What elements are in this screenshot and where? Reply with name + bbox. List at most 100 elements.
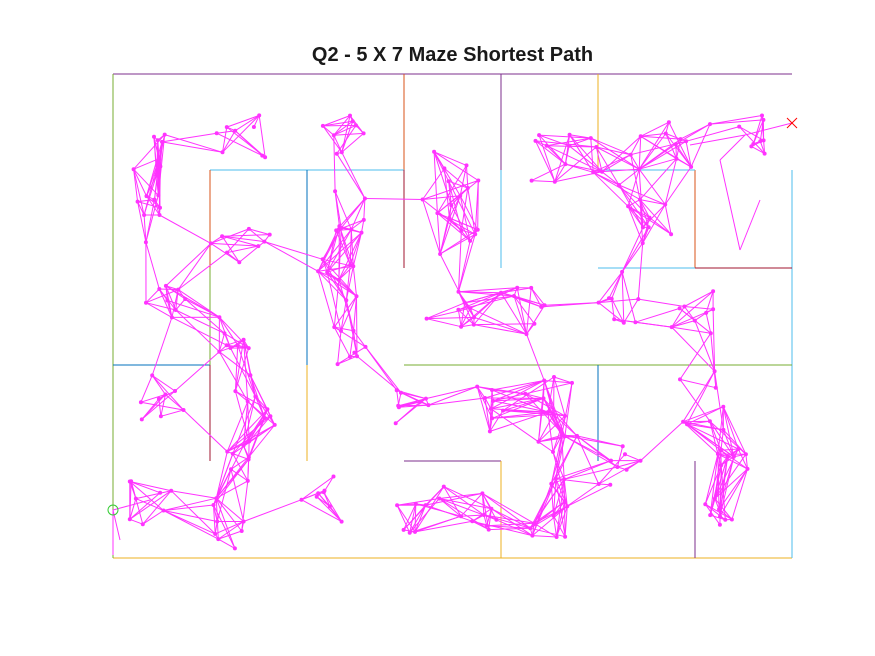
roadmap-node	[262, 239, 267, 244]
roadmap-node	[224, 343, 229, 348]
roadmap-edge	[759, 141, 766, 154]
roadmap-edge	[640, 135, 681, 140]
roadmap-edge	[226, 252, 240, 263]
roadmap-node	[135, 199, 140, 204]
roadmap-edge	[601, 171, 620, 186]
roadmap-node	[588, 136, 593, 141]
roadmap-node	[570, 380, 574, 385]
roadmap-edge	[569, 134, 591, 139]
roadmap-edge	[714, 371, 724, 430]
roadmap-edge	[627, 169, 640, 207]
roadmap-edge	[316, 496, 342, 522]
roadmap-node	[524, 332, 529, 337]
roadmap-edge	[489, 411, 549, 432]
roadmap-node	[472, 315, 477, 320]
roadmap-node	[393, 421, 398, 426]
roadmap-edge	[438, 498, 462, 517]
roadmap-edge	[164, 134, 223, 153]
roadmap-edge	[230, 456, 250, 470]
roadmap-edge	[627, 206, 644, 244]
roadmap-edge	[428, 397, 486, 406]
roadmap-edge	[555, 436, 566, 479]
roadmap-edge	[490, 397, 544, 410]
roadmap-node	[220, 150, 225, 155]
roadmap-node	[666, 120, 671, 125]
roadmap-node	[737, 124, 742, 129]
roadmap-edge	[218, 333, 225, 352]
roadmap-node	[156, 396, 161, 401]
roadmap-edge	[553, 376, 566, 417]
roadmap-edge	[444, 168, 469, 189]
roadmap-node	[488, 406, 493, 411]
roadmap-edge	[598, 302, 625, 324]
roadmap-node	[432, 149, 437, 154]
roadmap-edge	[513, 295, 542, 308]
roadmap-edge	[158, 288, 168, 301]
roadmap-edge	[720, 448, 739, 466]
roadmap-edge	[133, 158, 160, 170]
roadmap-node	[214, 496, 219, 501]
roadmap-edge	[353, 296, 357, 331]
roadmap-node	[333, 189, 338, 194]
roadmap-edge	[213, 504, 216, 534]
roadmap-edge	[218, 351, 251, 376]
roadmap-edge	[611, 298, 625, 323]
roadmap-edge	[458, 234, 476, 292]
roadmap-node	[761, 138, 766, 143]
roadmap-edge	[553, 515, 558, 538]
roadmap-edge	[183, 409, 228, 452]
roadmap-node	[332, 325, 337, 330]
roadmap-edge	[403, 503, 417, 531]
roadmap-edge	[154, 141, 163, 200]
roadmap-edge	[722, 429, 735, 457]
roadmap-edge	[532, 535, 557, 538]
roadmap-edge	[576, 435, 623, 447]
roadmap-edge	[488, 527, 531, 531]
roadmap-node	[352, 350, 357, 355]
roadmap-edge	[322, 258, 357, 297]
roadmap-edge	[627, 206, 644, 228]
roadmap-node	[607, 296, 611, 301]
roadmap-node	[562, 499, 567, 504]
roadmap-edge	[561, 435, 565, 480]
roadmap-edge	[671, 326, 715, 372]
roadmap-edge	[685, 141, 692, 167]
roadmap-node	[215, 519, 220, 524]
roadmap-node	[552, 375, 556, 379]
roadmap-edge	[151, 375, 184, 411]
roadmap-node	[228, 346, 233, 350]
roadmap-edge	[140, 401, 184, 411]
roadmap-edge	[492, 400, 549, 413]
roadmap-node	[241, 519, 246, 524]
roadmap-node	[241, 443, 246, 448]
roadmap-node	[501, 408, 505, 413]
roadmap-node	[708, 331, 713, 336]
roadmap-node	[533, 138, 538, 143]
roadmap-node	[562, 477, 567, 482]
roadmap-edge	[218, 530, 242, 540]
roadmap-edge	[596, 146, 640, 170]
roadmap-edge	[621, 271, 625, 323]
roadmap-node	[646, 225, 651, 230]
roadmap-node	[152, 197, 157, 202]
roadmap-edge	[336, 228, 352, 231]
roadmap-node	[620, 269, 625, 274]
roadmap-edge	[638, 168, 666, 205]
roadmap-node	[441, 484, 446, 489]
roadmap-node	[719, 463, 724, 468]
roadmap-edge	[546, 145, 597, 148]
roadmap-node	[708, 513, 713, 518]
roadmap-edge	[226, 245, 259, 254]
roadmap-edge	[491, 508, 533, 537]
roadmap-edge	[129, 498, 137, 520]
roadmap-node	[257, 113, 262, 118]
roadmap-node	[731, 454, 736, 459]
roadmap-edge	[598, 453, 626, 485]
roadmap-node	[265, 407, 270, 412]
roadmap-edge	[227, 441, 250, 453]
roadmap-edge	[686, 423, 739, 450]
roadmap-edge	[530, 287, 542, 308]
roadmap-node	[233, 389, 238, 394]
roadmap-node	[395, 503, 400, 508]
